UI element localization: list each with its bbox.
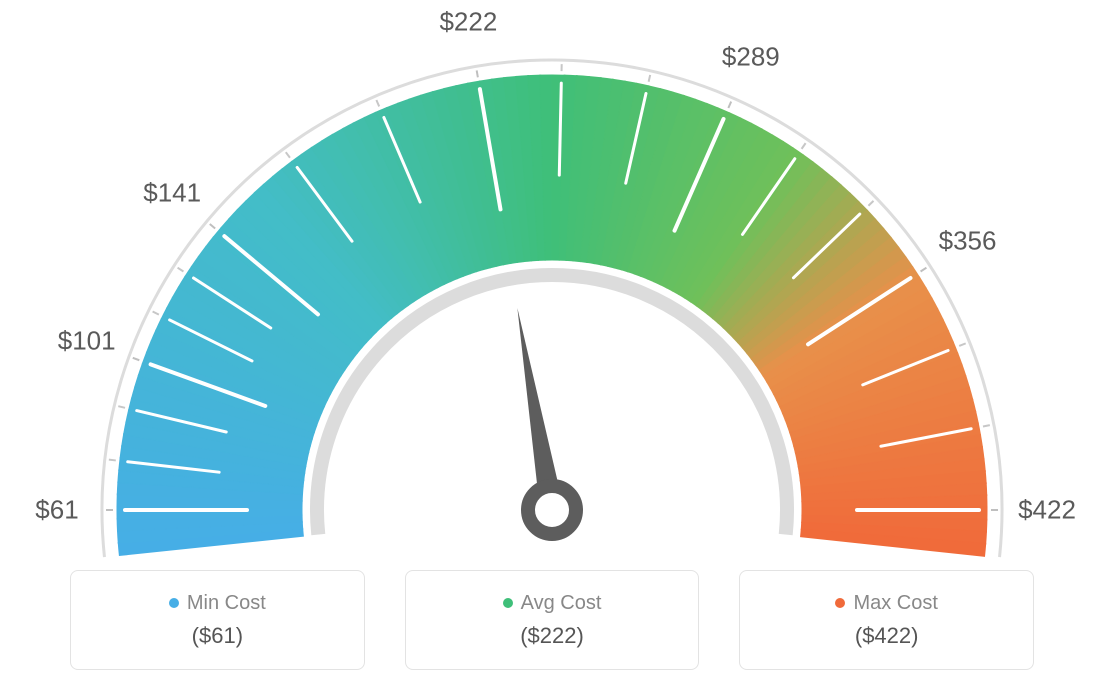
avg-dot-icon	[503, 598, 513, 608]
max-label: Max Cost	[853, 592, 937, 615]
gauge-svg	[0, 0, 1104, 560]
gauge-chart-container: $61 $101 $141 $222 $289 $356 $422 Min Cost ($6…	[0, 0, 1104, 690]
min-card-header: Min Cost	[169, 592, 266, 615]
max-dot-icon	[835, 598, 845, 608]
gauge-hub	[528, 486, 576, 534]
gauge-tick-label: $222	[439, 7, 497, 38]
gauge-tick-label: $141	[143, 177, 201, 208]
avg-label: Avg Cost	[521, 592, 602, 615]
gauge-tick-label: $356	[939, 226, 997, 257]
summary-cards: Min Cost ($61) Avg Cost ($222) Max Cost …	[70, 570, 1034, 670]
min-cost-card: Min Cost ($61)	[70, 570, 365, 670]
gauge-tick-label: $101	[58, 326, 116, 357]
min-label: Min Cost	[187, 592, 266, 615]
avg-cost-card: Avg Cost ($222)	[405, 570, 700, 670]
max-card-header: Max Cost	[835, 592, 937, 615]
gauge-tick-label: $289	[722, 41, 780, 72]
max-cost-card: Max Cost ($422)	[739, 570, 1034, 670]
gauge-tick-label: $422	[1018, 495, 1076, 526]
avg-card-header: Avg Cost	[503, 592, 602, 615]
avg-value: ($222)	[520, 623, 584, 649]
gauge-area: $61 $101 $141 $222 $289 $356 $422	[0, 0, 1104, 560]
max-value: ($422)	[855, 623, 919, 649]
gauge-tick-label: $61	[35, 495, 78, 526]
min-dot-icon	[169, 598, 179, 608]
min-value: ($61)	[192, 623, 243, 649]
